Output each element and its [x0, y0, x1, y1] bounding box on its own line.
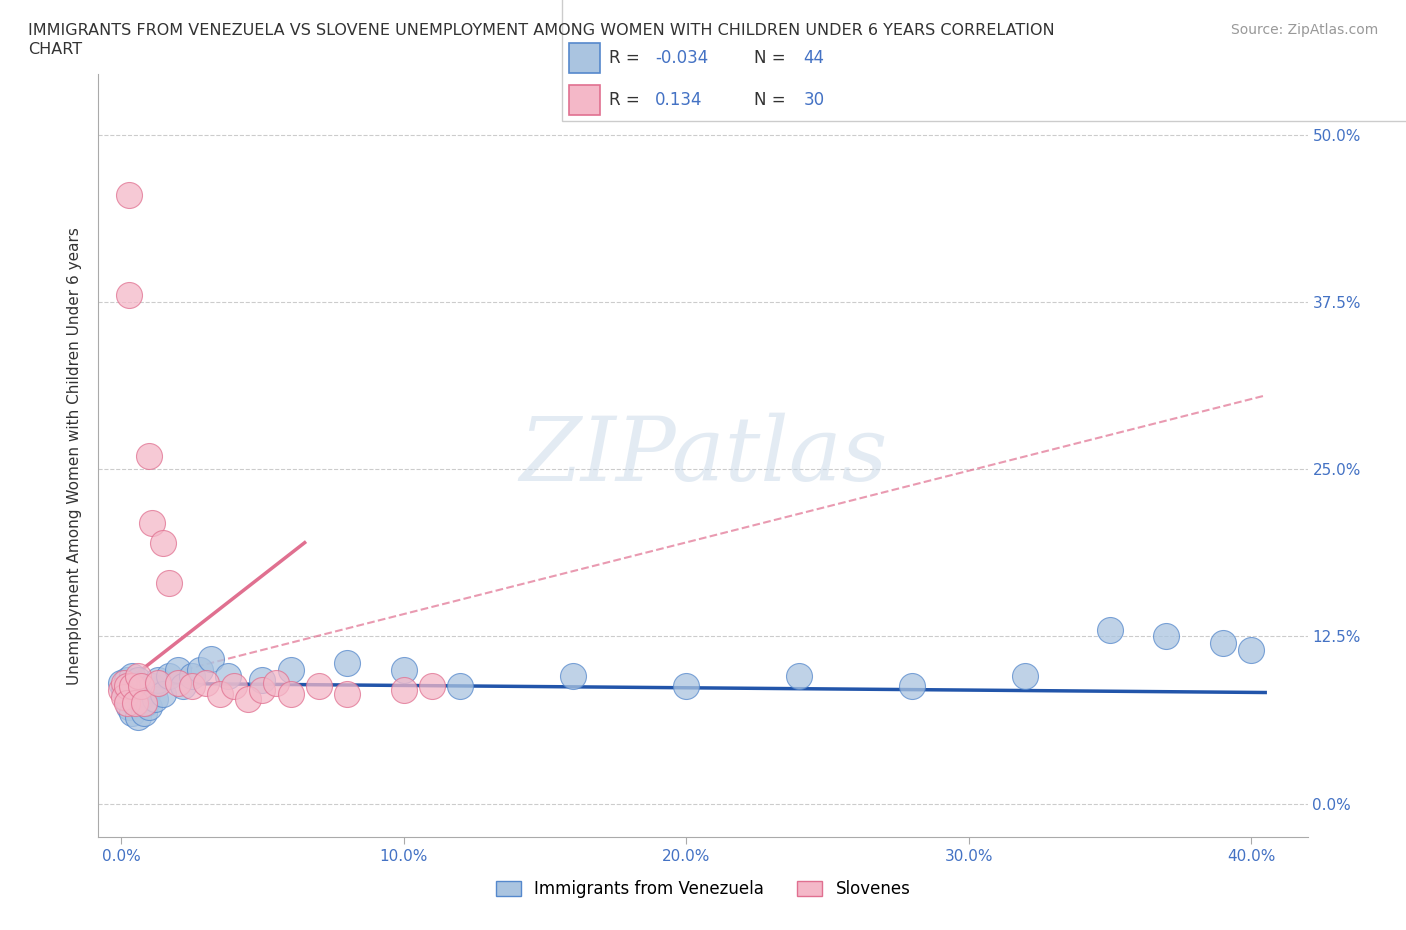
Legend: Immigrants from Venezuela, Slovenes: Immigrants from Venezuela, Slovenes: [489, 873, 917, 905]
Point: [115, 696, 138, 711]
Point: [118, 287, 141, 302]
Point: [132, 686, 155, 701]
Point: [166, 662, 188, 677]
Point: [129, 692, 152, 707]
Point: [200, 652, 222, 667]
Point: [157, 669, 180, 684]
Point: [141, 515, 163, 530]
Point: [222, 678, 245, 693]
Text: IMMIGRANTS FROM VENEZUELA VS SLOVENE UNEMPLOYMENT AMONG WOMEN WITH CHILDREN UNDE: IMMIGRANTS FROM VENEZUELA VS SLOVENE UNE…: [28, 23, 1054, 38]
Point: [152, 686, 174, 701]
Point: [392, 662, 415, 677]
Point: [135, 696, 157, 711]
Point: [166, 676, 188, 691]
Text: 30: 30: [804, 91, 825, 109]
Point: [336, 656, 359, 671]
Point: [121, 669, 143, 684]
Point: [392, 683, 415, 698]
Point: [146, 676, 169, 691]
Text: Source: ZipAtlas.com: Source: ZipAtlas.com: [1230, 23, 1378, 37]
Point: [308, 678, 330, 693]
Point: [449, 678, 471, 693]
Text: R =: R =: [609, 49, 640, 67]
Text: CHART: CHART: [28, 42, 82, 57]
Point: [146, 673, 169, 688]
Point: [127, 669, 149, 684]
Point: [129, 683, 152, 698]
Point: [110, 683, 132, 698]
Point: [562, 669, 585, 684]
Point: [121, 705, 143, 720]
Point: [112, 689, 135, 704]
Point: [115, 678, 138, 693]
Point: [132, 705, 155, 720]
Point: [112, 676, 135, 691]
Text: ZIPatlas: ZIPatlas: [519, 412, 887, 499]
Point: [180, 669, 202, 684]
Point: [138, 683, 160, 698]
Point: [143, 692, 166, 707]
Point: [336, 686, 359, 701]
Point: [1098, 622, 1121, 637]
Point: [236, 692, 259, 707]
Text: N =: N =: [754, 91, 786, 109]
Point: [124, 696, 146, 711]
Point: [188, 662, 211, 677]
Point: [266, 676, 288, 691]
Point: [121, 678, 143, 693]
Point: [280, 686, 302, 701]
Point: [127, 710, 149, 724]
Point: [217, 669, 239, 684]
FancyBboxPatch shape: [568, 44, 599, 73]
Point: [252, 673, 274, 688]
Point: [787, 669, 810, 684]
Point: [124, 678, 146, 693]
Point: [124, 696, 146, 711]
Point: [152, 536, 174, 551]
Point: [118, 187, 141, 202]
Point: [180, 678, 202, 693]
Point: [675, 678, 697, 693]
Point: [141, 678, 163, 693]
Point: [194, 676, 217, 691]
Text: N =: N =: [754, 49, 786, 67]
Y-axis label: Unemployment Among Women with Children Under 6 years: Unemployment Among Women with Children U…: [67, 227, 83, 684]
Point: [208, 686, 231, 701]
Point: [1240, 643, 1263, 658]
Point: [118, 678, 141, 693]
Text: 44: 44: [804, 49, 825, 67]
Point: [115, 673, 138, 688]
Point: [115, 692, 138, 707]
Point: [118, 699, 141, 714]
Point: [1156, 629, 1178, 644]
Point: [157, 576, 180, 591]
Point: [129, 678, 152, 693]
Point: [1014, 669, 1036, 684]
Point: [1212, 635, 1234, 650]
FancyBboxPatch shape: [568, 86, 599, 114]
Point: [110, 676, 132, 691]
Point: [252, 683, 274, 698]
Point: [138, 448, 160, 463]
Point: [172, 678, 194, 693]
Point: [127, 673, 149, 688]
Point: [112, 683, 135, 698]
Point: [132, 696, 155, 711]
Point: [280, 662, 302, 677]
Point: [138, 699, 160, 714]
Point: [420, 678, 443, 693]
FancyBboxPatch shape: [562, 0, 1406, 121]
Text: -0.034: -0.034: [655, 49, 709, 67]
Text: R =: R =: [609, 91, 640, 109]
Text: 0.134: 0.134: [655, 91, 703, 109]
Point: [901, 678, 924, 693]
